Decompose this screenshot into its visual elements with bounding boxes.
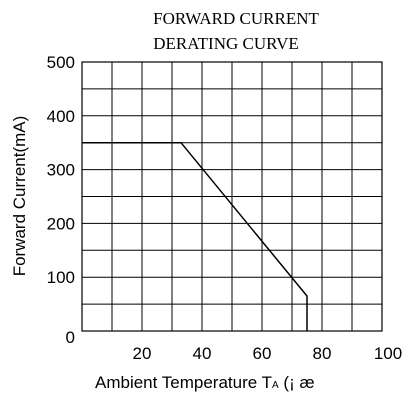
grid — [82, 62, 382, 331]
y-tick-labels: 0 100 200 300 400 500 — [47, 53, 75, 347]
x-tick-labels: 20 40 60 80 100 — [133, 344, 403, 363]
x-tick-label: 60 — [253, 344, 272, 363]
y-tick-label: 100 — [47, 268, 75, 287]
chart-title-line-1: FORWARD CURRENT — [153, 9, 319, 28]
x-tick-label: 40 — [193, 344, 212, 363]
x-axis-label-unit: (¡ æ — [279, 373, 315, 392]
y-tick-label: 500 — [47, 53, 75, 72]
y-axis-label: Forward Current(mA) — [10, 116, 29, 277]
y-tick-label: 0 — [66, 328, 75, 347]
y-tick-label: 400 — [47, 107, 75, 126]
plot-frame — [81, 61, 383, 332]
x-axis-label-subscript: A — [272, 380, 279, 391]
derating-line — [82, 141, 308, 331]
y-tick-label: 300 — [47, 161, 75, 180]
x-axis-label-main: Ambient Temperature T — [95, 373, 272, 392]
x-tick-label: 80 — [313, 344, 332, 363]
chart-title-line-2: DERATING CURVE — [153, 34, 299, 53]
x-tick-label: 20 — [133, 344, 152, 363]
x-tick-label: 100 — [374, 344, 402, 363]
x-axis-label: Ambient Temperature TA (¡ æ — [95, 373, 315, 392]
y-tick-label: 200 — [47, 214, 75, 233]
